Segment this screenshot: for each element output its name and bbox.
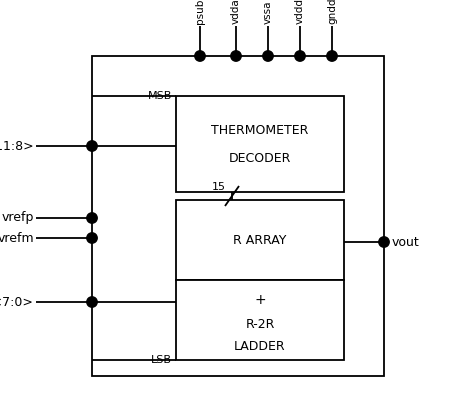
Text: vrefp: vrefp bbox=[2, 212, 34, 224]
Circle shape bbox=[87, 233, 97, 243]
Text: 15: 15 bbox=[212, 182, 225, 192]
Text: THERMOMETER: THERMOMETER bbox=[211, 124, 308, 136]
Text: LADDER: LADDER bbox=[234, 340, 285, 352]
Text: vdda: vdda bbox=[231, 0, 240, 24]
Text: gndd: gndd bbox=[326, 0, 336, 24]
Bar bbox=[92, 56, 383, 376]
Text: R-2R: R-2R bbox=[245, 318, 274, 330]
Circle shape bbox=[326, 51, 337, 61]
Text: +: + bbox=[254, 293, 265, 307]
Bar bbox=[175, 280, 343, 360]
Circle shape bbox=[87, 141, 97, 151]
Bar bbox=[175, 200, 343, 280]
Circle shape bbox=[262, 51, 273, 61]
Text: R ARRAY: R ARRAY bbox=[233, 234, 286, 246]
Circle shape bbox=[378, 237, 388, 247]
Circle shape bbox=[87, 297, 97, 307]
Text: D<11:8>: D<11:8> bbox=[0, 140, 34, 152]
Circle shape bbox=[87, 213, 97, 223]
Text: psub: psub bbox=[194, 0, 205, 24]
Circle shape bbox=[194, 51, 205, 61]
Text: DECODER: DECODER bbox=[228, 152, 291, 164]
Text: vrefm: vrefm bbox=[0, 232, 34, 244]
Text: vssa: vssa bbox=[263, 0, 272, 24]
Text: LSB: LSB bbox=[150, 355, 172, 365]
Text: D<7:0>: D<7:0> bbox=[0, 296, 34, 308]
Text: vddd: vddd bbox=[294, 0, 304, 24]
Circle shape bbox=[230, 51, 241, 61]
Circle shape bbox=[294, 51, 305, 61]
Text: vout: vout bbox=[391, 236, 419, 248]
Bar bbox=[175, 96, 343, 192]
Text: MSB: MSB bbox=[147, 91, 172, 101]
